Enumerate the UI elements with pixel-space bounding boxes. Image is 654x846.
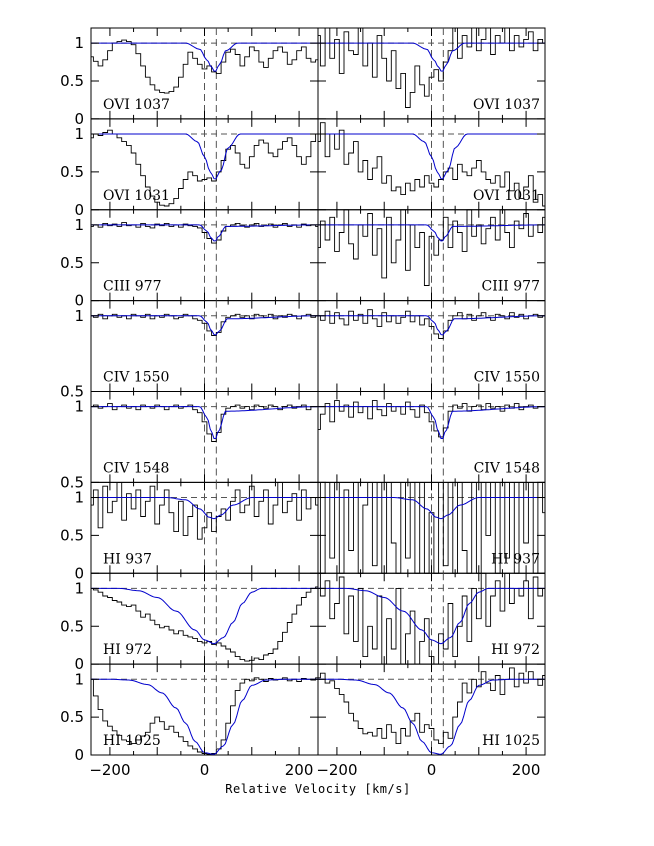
y-tick-label: 0.5	[60, 383, 84, 401]
y-tick-label: 0.5	[60, 254, 84, 272]
ion-label: HI 1025	[103, 733, 161, 749]
x-tick-label: 200	[285, 761, 314, 779]
panel-ovi-1031: OVI 1031 OVI 1031 1 0.5 0	[60, 118, 546, 219]
x-axis-title: Relative Velocity [km/s]	[225, 782, 410, 796]
y-tick-label: 1	[74, 398, 84, 416]
model-profile-right	[318, 587, 545, 645]
x-tick-label: 0	[200, 761, 210, 779]
ion-label: CIV 1548	[474, 460, 540, 476]
y-tick-label: 0	[74, 292, 84, 310]
data-spectrum-left	[91, 586, 318, 662]
panel-hi-937: HI 937 HI 937 1 0.5 0	[60, 481, 546, 582]
ion-label: OVI 1031	[473, 188, 540, 204]
ion-label: CIV 1550	[474, 370, 540, 386]
data-spectrum-left	[91, 39, 318, 94]
ion-label: HI 1025	[482, 733, 540, 749]
ion-label: HI 972	[103, 642, 152, 658]
data-spectrum-left	[91, 222, 318, 244]
data-spectrum-left	[91, 129, 318, 207]
ion-label: CIII 977	[482, 279, 540, 295]
model-profile-left	[91, 406, 319, 439]
y-tick-label: 1	[74, 34, 84, 52]
data-spectrum-right	[318, 400, 545, 438]
model-profile-left	[91, 224, 318, 242]
y-tick-label: 1	[74, 489, 84, 507]
model-profile-left	[91, 497, 318, 520]
x-tick-label: −200	[89, 761, 130, 779]
data-spectrum-right	[318, 122, 545, 207]
x-tick-label: 0	[427, 761, 437, 779]
y-tick-label: 0.5	[60, 473, 84, 491]
ion-label: HI 937	[491, 551, 540, 567]
model-profile-right	[318, 406, 546, 439]
data-spectrum-right	[318, 209, 545, 286]
y-tick-label: 0.5	[60, 163, 84, 181]
y-tick-label: 0	[74, 746, 84, 764]
y-tick-label: 1	[74, 670, 84, 688]
panel-civ-1548: CIV 1548 CIV 1548 1 0.5	[60, 391, 546, 491]
data-spectrum-right	[318, 309, 545, 339]
ion-label: HI 972	[491, 642, 540, 658]
y-tick-label: 0	[74, 655, 84, 673]
model-profile-left	[91, 315, 318, 336]
ion-label: OVI 1037	[473, 97, 540, 113]
panel-ovi-1037: OVI 1037 OVI 1037 1 0.5 0	[60, 27, 546, 128]
ion-label: CIV 1550	[103, 370, 169, 386]
y-tick-label: 0.5	[60, 617, 84, 635]
model-profile-right	[318, 315, 545, 336]
model-profile-right	[318, 497, 545, 520]
data-spectrum-left	[91, 481, 318, 540]
y-tick-label: 1	[74, 216, 84, 234]
panel-hi-1025: HI 1025 HI 1025 1 0.5 0	[60, 663, 546, 764]
y-tick-label: 0.5	[60, 72, 84, 90]
x-tick-label: 200	[512, 761, 541, 779]
model-profile-right	[318, 42, 545, 72]
ion-label: OVI 1031	[103, 188, 170, 204]
data-spectrum-left	[91, 313, 318, 336]
model-profile-right	[318, 224, 545, 242]
y-tick-label: 0.5	[60, 708, 84, 726]
y-tick-label: 1	[74, 125, 84, 143]
model-profile-left	[91, 587, 318, 645]
y-tick-label: 0	[74, 110, 84, 128]
model-profile-left	[91, 133, 318, 180]
panel-ciii-977: CIII 977 CIII 977 1 0.5 0	[60, 209, 546, 310]
x-tick-label: −200	[316, 761, 357, 779]
data-spectrum-left	[91, 403, 318, 442]
y-tick-label: 0	[74, 564, 84, 582]
ion-label: HI 937	[103, 551, 152, 567]
model-profile-right	[318, 133, 545, 180]
y-tick-label: 0.5	[60, 526, 84, 544]
model-profile-left	[91, 42, 318, 72]
ion-label: CIV 1548	[103, 460, 169, 476]
data-spectrum-right	[318, 27, 545, 108]
ion-label: CIII 977	[103, 279, 161, 295]
ion-label: OVI 1037	[103, 97, 170, 113]
y-tick-label: 1	[74, 579, 84, 597]
y-tick-label: 0	[74, 201, 84, 219]
panel-civ-1550: CIV 1550 CIV 1550 1 0.5	[60, 300, 546, 401]
y-tick-label: 1	[74, 307, 84, 325]
panel-hi-972: HI 972 HI 972 1 0.5 0	[60, 572, 546, 673]
